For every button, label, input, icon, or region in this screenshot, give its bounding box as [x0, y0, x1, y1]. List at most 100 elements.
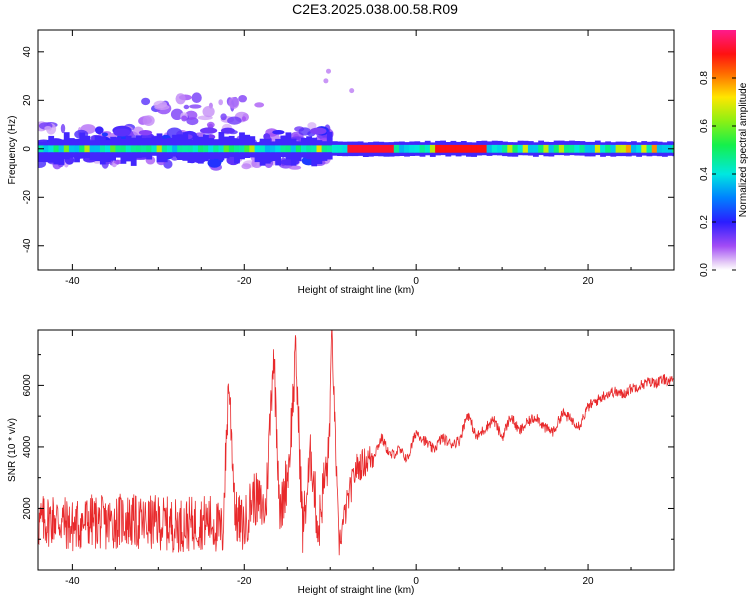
band-core — [234, 145, 240, 153]
band-core — [512, 144, 519, 153]
band-core — [166, 145, 173, 153]
band-core — [656, 144, 663, 153]
band-core — [239, 145, 245, 153]
band-core — [141, 145, 147, 153]
spectrogram-blob — [307, 122, 317, 130]
spectrogram-blob — [238, 95, 248, 103]
band-core — [48, 145, 55, 153]
spectrogram-blob — [310, 127, 327, 135]
band-core — [53, 145, 60, 153]
band-core — [574, 144, 581, 153]
band-core — [249, 145, 256, 153]
spectrogram-blob — [326, 68, 331, 74]
band-core — [68, 145, 75, 153]
band-core — [290, 145, 297, 153]
spectrogram-band — [38, 131, 674, 167]
spectrogram-panel: -40 -20 0 20 -40 -20 0 20 40 Height of straight … — [7, 29, 675, 296]
band-core — [79, 145, 86, 153]
band-core — [203, 145, 209, 153]
band-core — [331, 144, 338, 153]
spectrogram-blob — [200, 127, 218, 134]
band-core — [605, 144, 611, 153]
band-core — [125, 145, 132, 153]
spectrogram-blob — [323, 78, 329, 84]
spectrogram-ytick-label: 20 — [22, 94, 33, 106]
band-core — [651, 144, 658, 153]
band-core — [110, 145, 116, 153]
band-core — [481, 144, 488, 153]
band-core — [352, 144, 359, 153]
band-core — [357, 144, 364, 153]
spectrogram-blob — [138, 130, 153, 136]
band-core — [502, 144, 508, 153]
band-core — [63, 145, 70, 153]
spectrogram-xtick-label: -20 — [237, 276, 252, 287]
band-core — [548, 144, 555, 153]
band-core — [105, 145, 111, 153]
band-core — [497, 144, 503, 153]
spectrogram-ylabel: Frequency (Hz) — [7, 116, 18, 185]
spectrogram-blob — [254, 102, 265, 108]
spectrogram-blob — [175, 93, 186, 105]
colorbar-tick-label: 0.2 — [699, 215, 710, 229]
spectrogram-blob — [101, 132, 108, 137]
band-core — [270, 145, 276, 153]
band-core — [362, 144, 369, 153]
band-core — [440, 144, 446, 153]
band-core — [368, 144, 374, 153]
spectrogram-xtick-label: -40 — [65, 276, 80, 287]
band-core — [662, 144, 668, 153]
snr-panel: -40 -20 0 20 2000 4000 6000 Height of straight… — [7, 329, 675, 596]
figure-title: C2E3.2025.038.00.58.R09 — [292, 1, 458, 17]
band-core — [579, 144, 586, 153]
colorbar-ticks: 0.0 0.2 0.4 0.6 0.8 — [699, 71, 736, 277]
spectrogram-blob — [183, 104, 190, 110]
band-core — [192, 145, 199, 153]
band-core — [460, 144, 467, 153]
band-core — [295, 145, 302, 153]
spectrogram-blob — [349, 88, 355, 94]
band-core — [316, 145, 323, 153]
band-core — [600, 144, 606, 153]
band-core — [533, 144, 539, 153]
snr-frame — [37, 329, 675, 571]
band-core — [636, 144, 642, 153]
band-core — [337, 144, 343, 153]
band-core — [285, 145, 292, 153]
spectrogram-blob — [241, 116, 246, 122]
snr-xtick-label: -40 — [65, 576, 80, 587]
band-core — [120, 145, 127, 153]
band-core — [301, 145, 307, 153]
colorbar-tick-label: 0.6 — [699, 119, 710, 133]
spectrogram-ytick-label: -20 — [22, 190, 33, 205]
band-core — [491, 144, 498, 153]
band-core — [594, 144, 601, 153]
spectrogram-blob — [220, 113, 227, 121]
band-core — [58, 145, 65, 153]
band-core — [182, 145, 189, 153]
spectrogram-blob — [272, 130, 285, 135]
spectrogram-blob — [218, 99, 223, 106]
spectrogram-ytick-label: 0 — [22, 146, 33, 152]
spectrogram-blob — [44, 126, 52, 131]
band-core — [254, 145, 261, 153]
spectrogram-blob — [142, 115, 155, 126]
band-core — [259, 145, 266, 153]
spectrogram-blob — [202, 106, 215, 118]
spectrogram-blob — [95, 126, 104, 135]
snr-xlabel: Height of straight line (km) — [298, 585, 415, 596]
spectrogram-frame — [37, 29, 675, 271]
band-core — [517, 144, 524, 153]
colorbar-tick-label: 0.8 — [699, 71, 710, 85]
band-core — [646, 144, 653, 153]
snr-xtick-label: 20 — [582, 576, 594, 587]
band-core — [177, 145, 183, 153]
band-core — [130, 145, 137, 153]
band-core — [94, 145, 101, 153]
snr-ylabel: SNR (10 * v/v) — [7, 418, 18, 482]
band-core — [223, 145, 230, 153]
spectrogram-blob — [141, 97, 151, 106]
band-core — [342, 144, 348, 153]
band-core — [218, 145, 225, 153]
band-core — [347, 144, 354, 153]
